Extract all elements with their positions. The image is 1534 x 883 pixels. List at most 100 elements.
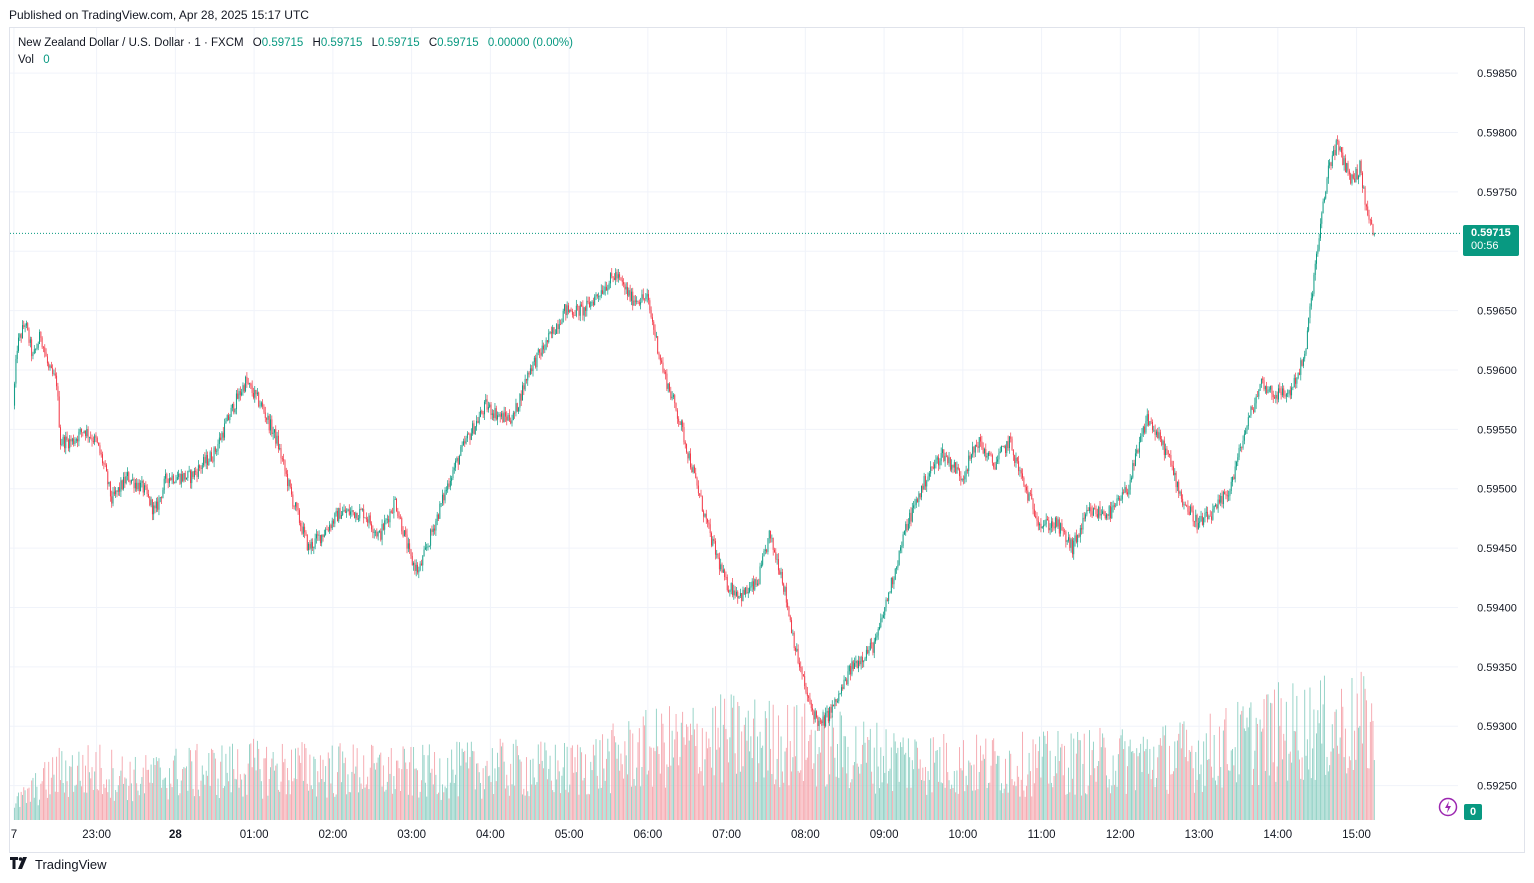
volume-bar: [909, 757, 911, 820]
volume-bar: [259, 769, 261, 820]
candle-body: [155, 501, 157, 509]
candle-body: [224, 423, 226, 438]
candle-body: [43, 347, 44, 348]
volume-bar: [609, 793, 611, 820]
volume-bar: [115, 790, 117, 820]
candle-body: [498, 414, 500, 416]
candle-body: [294, 502, 296, 507]
volume-bar: [688, 740, 690, 820]
volume-bar: [872, 783, 874, 820]
symbol-title[interactable]: New Zealand Dollar / U.S. Dollar · 1 · F…: [18, 37, 244, 49]
volume-bar: [806, 757, 808, 820]
candle-body: [264, 412, 266, 418]
volume-bar: [553, 792, 555, 820]
candle-body: [1360, 161, 1362, 173]
candle-body: [1356, 168, 1358, 179]
volume-bar: [1086, 794, 1088, 820]
volume-bar: [464, 750, 466, 820]
volume-bar: [247, 763, 249, 820]
volume-bar: [564, 742, 565, 820]
volume-bar: [182, 768, 184, 820]
candle-body: [536, 352, 538, 368]
volume-bar: [1146, 739, 1148, 820]
candle-body: [25, 323, 27, 326]
volume-bar: [732, 707, 733, 820]
volume-bar: [855, 726, 857, 820]
candle-body: [766, 549, 768, 552]
volume-bar: [1182, 723, 1184, 820]
candle-body: [1272, 394, 1274, 398]
tradingview-logo[interactable]: TradingView: [10, 856, 107, 872]
candle-body: [809, 697, 811, 703]
volume-bar: [850, 782, 852, 820]
volume-bar: [1285, 701, 1287, 820]
candle-body: [430, 529, 432, 546]
candle-body: [1295, 377, 1296, 384]
volume-bar: [961, 770, 963, 820]
candle-body: [1233, 476, 1235, 480]
candle-body: [40, 331, 42, 338]
candle-body: [896, 567, 898, 569]
volume-bar: [755, 781, 757, 820]
candle-body: [1170, 455, 1172, 466]
volume-bar: [1276, 766, 1278, 820]
volume-bar: [195, 750, 197, 820]
candle-body: [1045, 519, 1047, 525]
candle-body: [707, 518, 709, 523]
candle-body: [540, 352, 542, 356]
volume-label[interactable]: Vol: [18, 54, 34, 66]
candle-body: [472, 423, 474, 434]
volume-bar: [514, 785, 516, 820]
volume-bar: [1019, 796, 1021, 820]
candle-body: [229, 416, 231, 421]
volume-bar: [854, 761, 856, 820]
candle-body: [104, 463, 106, 465]
volume-bar: [949, 788, 951, 820]
candle-body: [193, 470, 195, 478]
candle-body: [466, 433, 468, 439]
candle-body: [382, 524, 384, 530]
volume-bar: [550, 780, 552, 820]
candle-body: [342, 511, 344, 516]
volume-bar: [735, 773, 737, 820]
candle-body: [1293, 377, 1295, 388]
candle-body: [906, 523, 908, 531]
candle-body: [1285, 394, 1287, 397]
volume-bar: [594, 755, 596, 820]
candle-body: [394, 498, 396, 500]
volume-bar: [1043, 731, 1045, 820]
candle-body: [636, 300, 638, 302]
candle-body: [931, 466, 933, 468]
volume-bar: [720, 694, 722, 820]
volume-bar: [275, 765, 277, 820]
volume-bar: [300, 762, 302, 820]
volume-bar: [111, 749, 113, 820]
volume-bar: [893, 733, 895, 820]
volume-bar: [1106, 775, 1108, 820]
volume-bar: [558, 771, 560, 820]
candle-body: [141, 480, 143, 483]
volume-bar: [289, 794, 291, 820]
volume-bar: [1212, 777, 1214, 820]
candle-body: [830, 707, 832, 713]
candle-body: [749, 587, 751, 593]
candle-body: [372, 529, 374, 533]
candle-body: [489, 404, 491, 408]
volume-bar: [840, 715, 842, 820]
candle-body: [56, 375, 58, 387]
candle-body: [343, 509, 345, 512]
lightning-icon[interactable]: [1438, 797, 1458, 817]
candle-body: [230, 407, 232, 417]
candle-body: [565, 304, 567, 316]
candle-body: [329, 525, 331, 531]
volume-bar: [1154, 786, 1156, 820]
candle-body: [301, 526, 303, 534]
volume-bar: [1241, 710, 1243, 820]
candle-body: [157, 501, 159, 510]
candle-body: [428, 545, 430, 547]
volume-bar: [977, 789, 979, 820]
volume-bar: [392, 793, 394, 820]
volume-bar: [724, 698, 726, 820]
volume-bar: [780, 736, 782, 820]
